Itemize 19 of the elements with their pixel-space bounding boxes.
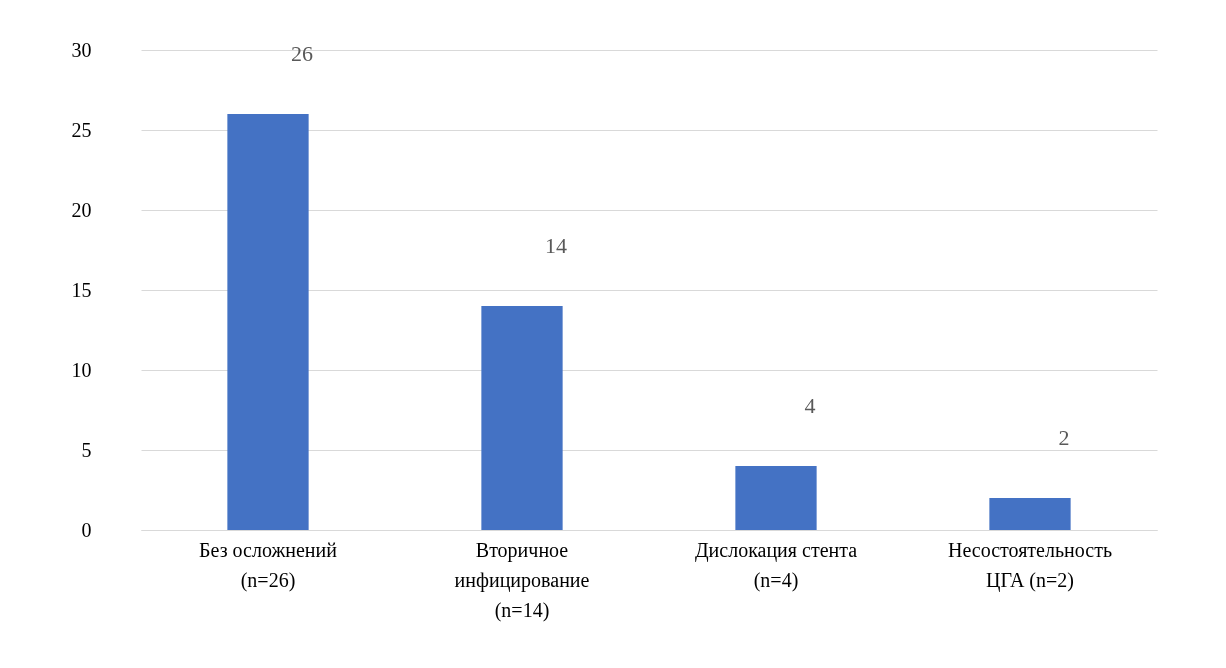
data-label: 14 — [545, 233, 567, 258]
data-label: 4 — [804, 393, 816, 418]
y-tick-label: 25 — [71, 118, 92, 141]
y-tick-label: 30 — [71, 38, 92, 61]
y-tick-label: 10 — [71, 358, 92, 381]
x-tick-label: Несостоятельность ЦГА (n=2) — [947, 538, 1113, 592]
bar — [735, 466, 817, 530]
y-tick-label: 5 — [81, 438, 92, 461]
x-tick-label: Без осложнений (n=26) — [199, 538, 338, 592]
bar — [227, 114, 309, 530]
x-tick-label: Вторичное инфицирование (n=14) — [454, 538, 590, 622]
y-tick-label: 0 — [81, 518, 92, 541]
bar — [989, 498, 1071, 530]
data-label: 2 — [1058, 425, 1070, 450]
x-tick-label: Дислокация стента (n=4) — [694, 538, 858, 592]
data-label: 26 — [291, 41, 313, 66]
y-tick-label: 15 — [71, 278, 92, 301]
bar — [481, 306, 563, 530]
y-tick-label: 20 — [71, 198, 92, 221]
